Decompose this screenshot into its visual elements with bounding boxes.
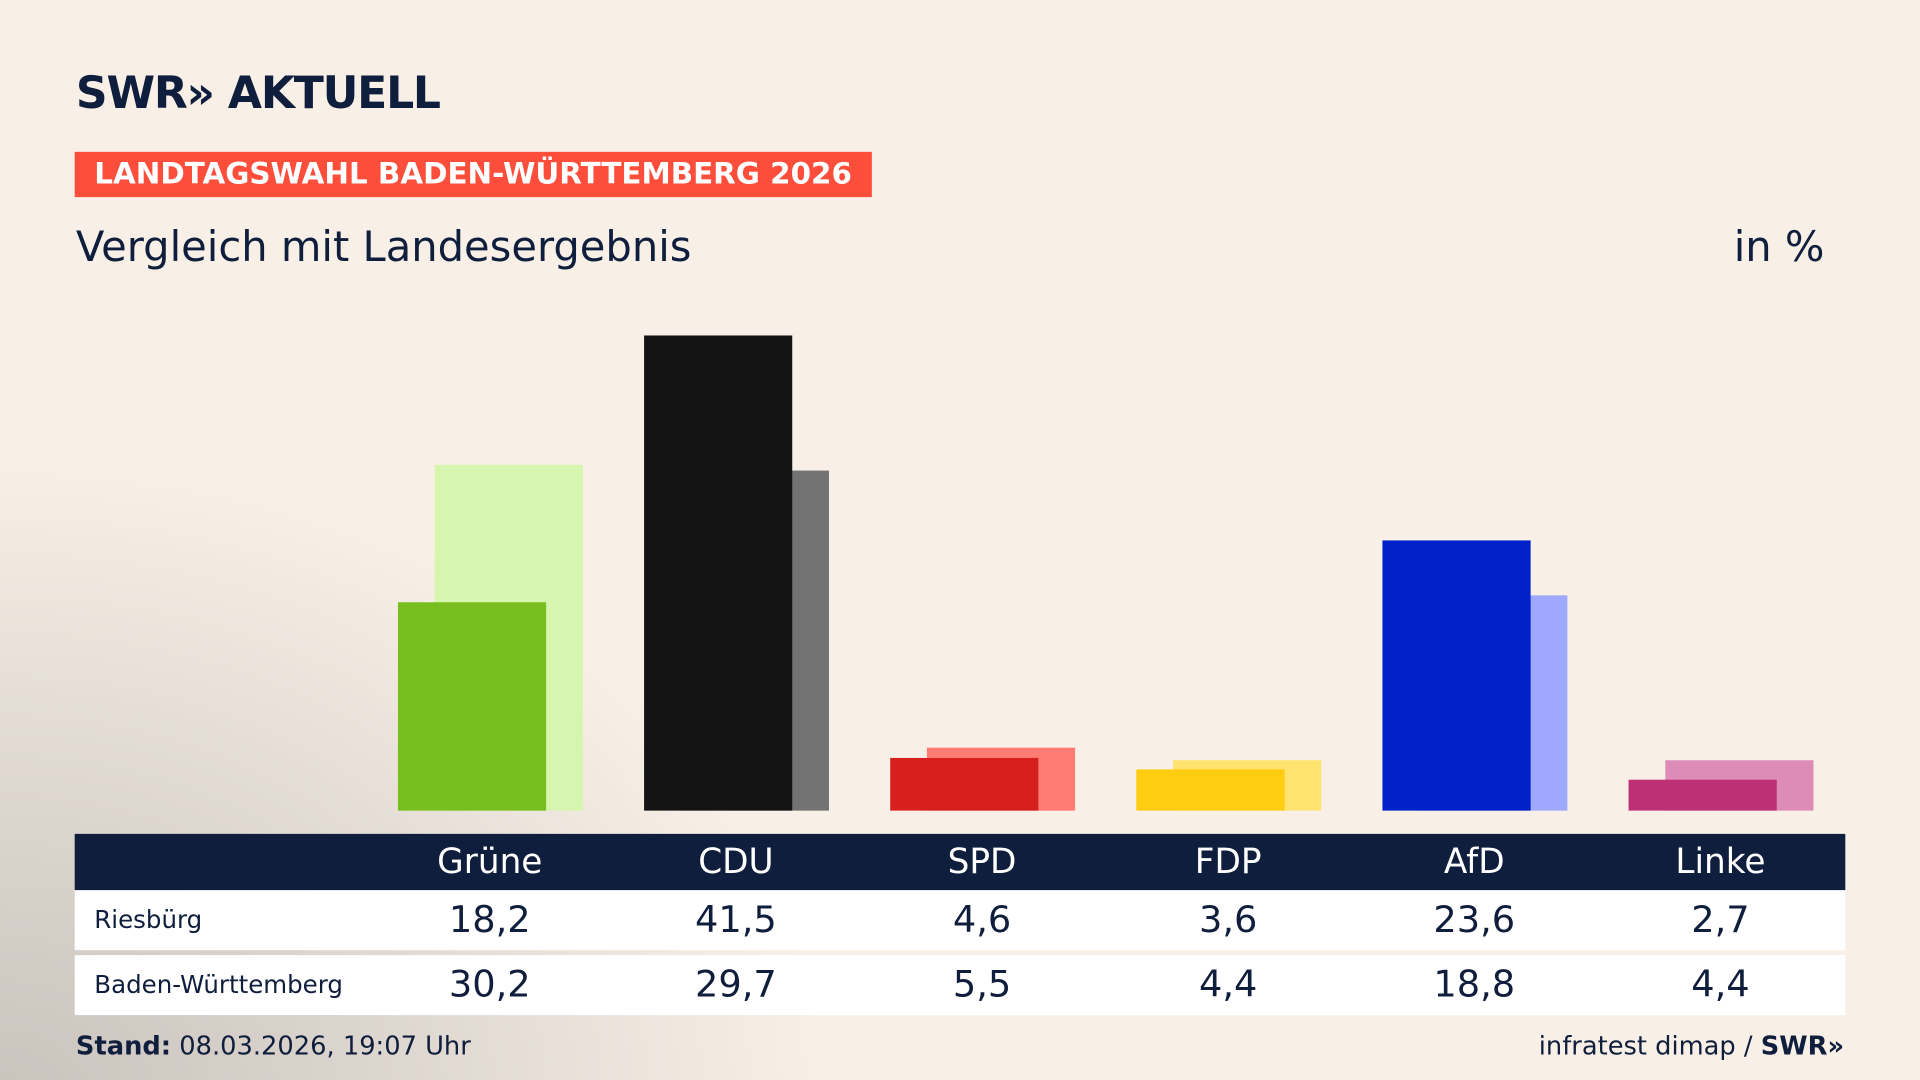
riesburg-bar-spd: [890, 757, 1039, 811]
subtitle: Vergleich mit Landesergebnis: [75, 222, 692, 272]
row-label: Baden-Württemberg: [94, 969, 343, 1000]
election-badge: LANDTAGSWAHL BADEN-WÜRTTEMBERG 2026: [74, 151, 872, 198]
value-cell: 29,7: [695, 963, 777, 1007]
column-header: FDP: [1194, 841, 1262, 882]
bar-chart: [397, 335, 1814, 811]
value-cell: 2,7: [1691, 898, 1750, 942]
value-cell: 30,2: [448, 963, 531, 1007]
stand-value: 08.03.2026, 19:07 Uhr: [171, 1031, 471, 1061]
value-cell: 4,4: [1691, 963, 1750, 1007]
table-row: Baden-Württemberg 30,2 29,7 5,5 4,4 18,8 4,4: [74, 955, 1846, 1016]
column-header: Grüne: [437, 841, 543, 882]
row-label: Riesbürg: [94, 904, 203, 935]
column-header: AfD: [1443, 841, 1505, 882]
stand-label: Stand:: [75, 1031, 172, 1061]
value-cell: 5,5: [952, 963, 1012, 1007]
value-cell: 41,5: [695, 898, 777, 942]
results-table: Grüne CDU SPD FDP AfD Linke Riesbürg 18,2 41,5 4…: [74, 833, 1846, 1020]
value-cell: 4,6: [952, 898, 1012, 942]
riesburg-bar-afd: [1382, 540, 1531, 811]
riesburg-bar-cdu: [644, 335, 793, 811]
source-text: infratest dimap /: [1538, 1031, 1761, 1061]
timestamp: Stand: 08.03.2026, 19:07 Uhr: [76, 1031, 471, 1060]
value-cell: 4,4: [1198, 963, 1258, 1007]
riesburg-bar-grüne: [397, 602, 547, 811]
column-header: CDU: [698, 841, 774, 882]
value-cell: 18,2: [448, 898, 531, 942]
table-header: Grüne CDU SPD FDP AfD Linke: [74, 833, 1846, 891]
column-header: Linke: [1675, 841, 1766, 882]
riesburg-bar-fdp: [1136, 769, 1285, 811]
unit-label: in %: [1733, 222, 1825, 272]
column-header: SPD: [947, 841, 1017, 882]
riesburg-bar-linke: [1628, 779, 1777, 811]
swr-aktuell-logo: SWR» AKTUELL: [75, 68, 441, 119]
value-cell: 3,6: [1198, 898, 1258, 942]
source: infratest dimap / SWR»: [1539, 1031, 1844, 1060]
table-row: Riesbürg 18,2 41,5 4,6 3,6 23,6 2,7: [74, 890, 1846, 951]
value-cell: 23,6: [1433, 898, 1516, 942]
value-cell: 18,8: [1433, 963, 1516, 1007]
swr-logo: SWR»: [1760, 1031, 1845, 1061]
